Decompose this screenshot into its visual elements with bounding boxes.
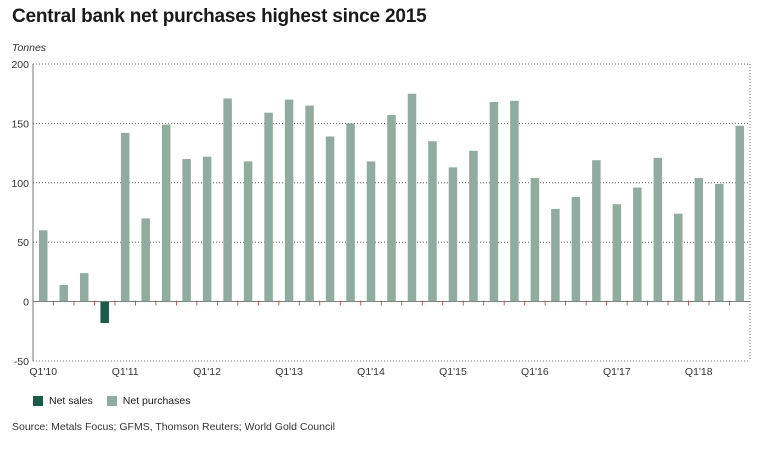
bar-net-purchases	[325, 136, 335, 302]
bar-net-purchases	[551, 208, 560, 302]
y-tick-label: 150	[11, 118, 29, 130]
bar-net-purchases	[694, 178, 704, 302]
bar-net-purchases	[448, 167, 458, 302]
y-axis-unit-label: Tonnes	[12, 42, 47, 54]
bar-net-purchases	[38, 230, 48, 302]
bar-net-purchases	[79, 273, 89, 302]
bar-net-purchases	[592, 160, 601, 302]
x-tick-label: Q1'16	[521, 366, 549, 378]
bar-net-purchases	[161, 124, 171, 302]
bar-net-purchases	[284, 99, 294, 302]
bar-net-purchases	[243, 161, 253, 302]
x-tick-label: Q1'13	[275, 366, 303, 378]
bar-net-purchases	[366, 161, 376, 302]
legend-label-net-purchases: Net purchases	[122, 395, 191, 407]
bar-net-purchases	[612, 204, 622, 302]
bar-net-purchases	[715, 183, 724, 302]
x-tick-label: Q1'14	[357, 366, 385, 378]
x-tick-label: Q1'15	[439, 366, 467, 378]
bar-net-purchases	[120, 132, 130, 302]
x-tick-label: Q1'10	[29, 366, 57, 378]
legend-item-net-purchases: Net purchases	[106, 395, 191, 407]
bar-net-purchases	[387, 115, 396, 302]
bar-net-purchases	[346, 123, 355, 302]
bar-net-purchases	[202, 156, 212, 302]
axes	[32, 64, 751, 361]
bar-net-sales	[100, 301, 109, 323]
bar-net-purchases	[428, 141, 437, 302]
bar-net-purchases	[407, 93, 417, 302]
legend-item-net-sales: Net sales	[33, 395, 93, 407]
bar-net-purchases	[674, 213, 683, 302]
bar-net-purchases	[735, 125, 745, 302]
source-note: Source: Metals Focus; GFMS, Thomson Reut…	[12, 421, 335, 433]
bar-net-purchases	[141, 218, 150, 302]
bar-net-purchases	[633, 187, 642, 302]
y-tick-label: 0	[23, 297, 29, 309]
legend-label-net-sales: Net sales	[49, 395, 93, 407]
y-tick-label: -50	[14, 356, 29, 368]
legend-swatch-net-sales	[33, 396, 43, 406]
bar-net-purchases	[182, 159, 191, 302]
bar-net-purchases	[305, 105, 314, 302]
legend: Net sales Net purchases	[33, 395, 204, 407]
bar-net-purchases	[510, 100, 519, 302]
bar-net-purchases	[489, 102, 499, 302]
y-tick-label: 50	[17, 237, 29, 249]
bar-net-purchases	[653, 157, 663, 302]
bar-net-purchases	[59, 284, 68, 302]
bar-net-purchases	[571, 197, 581, 302]
bar-net-purchases	[264, 112, 273, 302]
x-tick-label: Q1'17	[603, 366, 631, 378]
x-tick-label: Q1'11	[112, 366, 139, 378]
x-tick-label: Q1'12	[193, 366, 221, 378]
legend-swatch-net-purchases	[106, 396, 117, 406]
y-tick-label: 200	[11, 59, 29, 71]
bar-net-purchases	[530, 178, 540, 302]
y-tick-label: 100	[11, 178, 29, 190]
bar-net-purchases	[469, 150, 478, 302]
bar-net-purchases	[223, 98, 232, 302]
bars	[38, 93, 745, 323]
chart-title: Central bank net purchases highest since…	[12, 6, 427, 27]
x-tick-label: Q1'18	[685, 366, 713, 378]
tick-labels: -50 0 50 100 150 200 Q1'10 Q1'11 Q1'12 Q1'13 Q1'14…	[11, 59, 712, 378]
